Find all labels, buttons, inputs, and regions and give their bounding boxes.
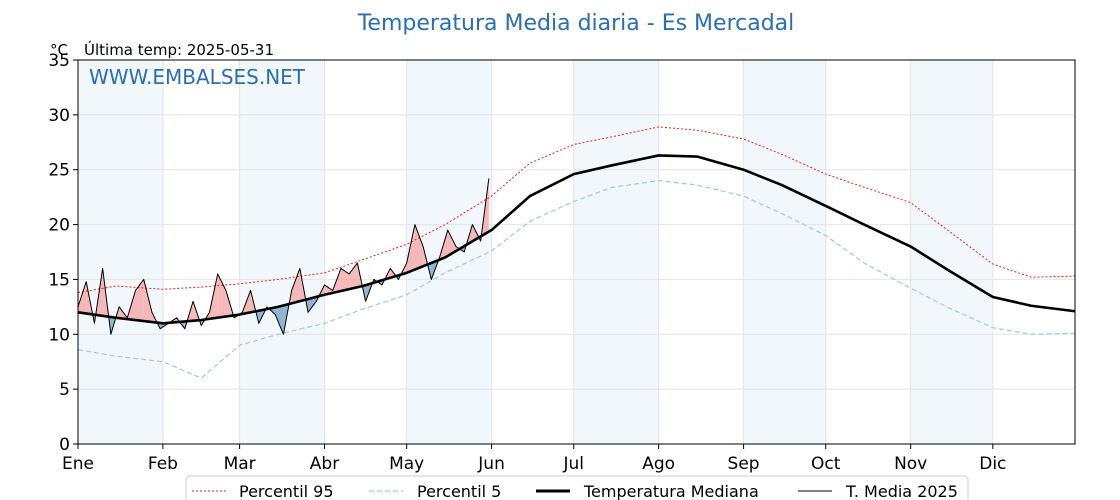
y-axis: 0 5 10 15 20 25 30 35: [48, 51, 78, 455]
x-axis: Ene Feb Mar Abr May Jun Jul Ago Sep Oct Nov Dic: [62, 444, 1006, 474]
x-tick-label: Nov: [894, 454, 927, 474]
watermark: WWW.EMBALSES.NET: [89, 65, 306, 89]
legend-box: [185, 475, 969, 500]
anomaly-fill: [275, 305, 284, 335]
x-tick-label: Ene: [62, 454, 94, 474]
month-bands: [78, 60, 993, 444]
legend-label-2025: T. Media 2025: [845, 482, 958, 500]
x-tick-label: May: [389, 454, 424, 474]
x-tick-label: Jun: [477, 454, 505, 474]
plot-frame: [77, 59, 1076, 445]
y-tick-label: 0: [59, 435, 70, 455]
x-tick-label: Abr: [310, 454, 339, 474]
x-tick-label: Jul: [563, 454, 585, 474]
anomaly-fill: [308, 296, 317, 313]
last-temp-label: Última temp: 2025-05-31: [84, 40, 274, 59]
month-band: [910, 60, 993, 444]
legend-label-p5: Percentil 5: [417, 482, 501, 500]
x-tick-label: Mar: [224, 454, 256, 474]
y-tick-label: 10: [48, 325, 70, 345]
legend-label-p95: Percentil 95: [239, 482, 334, 500]
anomaly-fill: [340, 268, 350, 292]
x-tick-label: Sep: [728, 454, 760, 474]
x-tick-label: Feb: [148, 454, 178, 474]
anomaly-fill: [414, 224, 424, 270]
y-tick-label: 5: [59, 380, 70, 400]
anomaly-fill: [135, 279, 144, 322]
anomaly-fill: [217, 273, 226, 318]
chart-title: Temperatura Media diaria - Es Mercadal: [357, 11, 795, 36]
x-tick-label: Oct: [811, 454, 841, 474]
y-tick-label: 30: [48, 106, 70, 126]
month-band: [78, 60, 163, 444]
y-tick-label: 35: [48, 51, 70, 71]
anomaly-fill: [349, 262, 358, 290]
anomaly-fill: [406, 224, 415, 273]
month-band: [239, 60, 325, 444]
legend-label-median: Temperatura Mediana: [583, 482, 759, 500]
anomaly-fill: [78, 281, 87, 314]
x-tick-label: Dic: [979, 454, 1006, 474]
legend: Percentil 95 Percentil 5 Temperatura Med…: [185, 475, 969, 500]
y-tick-label: 20: [48, 216, 70, 236]
series-line-2025: [77, 178, 490, 335]
y-tick-label: 25: [48, 161, 70, 181]
x-tick-label: Ago: [642, 454, 675, 474]
anomaly-fill: [447, 230, 456, 256]
anomaly-fill: [143, 279, 152, 323]
unit-label: °C: [50, 41, 68, 59]
series-lines: [77, 126, 1076, 379]
month-band: [743, 60, 826, 444]
series-line-p5: [77, 180, 1076, 379]
y-tick-label: 15: [48, 270, 70, 290]
anomaly-fill: [291, 268, 300, 304]
month-band: [573, 60, 659, 444]
